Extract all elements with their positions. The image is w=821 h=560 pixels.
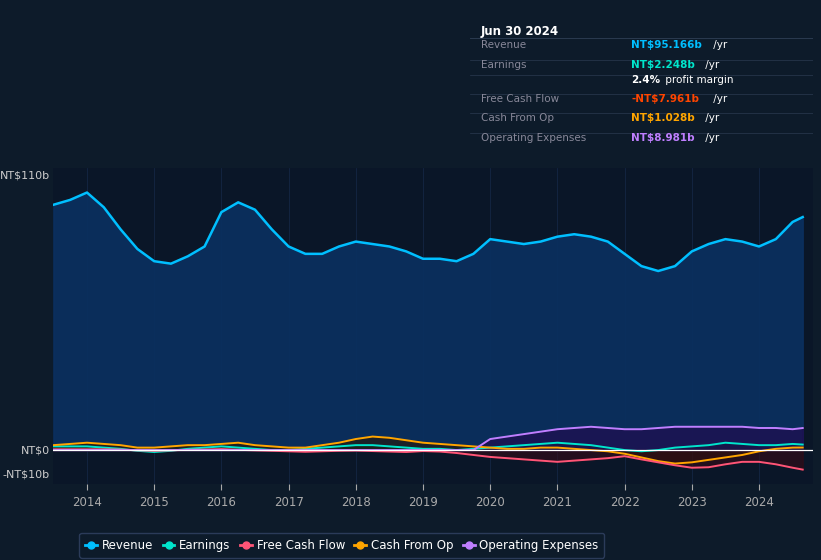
Text: NT$2.248b: NT$2.248b [631,60,695,70]
Text: /yr: /yr [710,94,727,104]
Text: NT$1.028b: NT$1.028b [631,113,695,123]
Text: profit margin: profit margin [663,76,734,85]
Text: Revenue: Revenue [481,40,525,50]
Text: NT$8.981b: NT$8.981b [631,133,695,143]
Text: /yr: /yr [702,113,719,123]
Text: Free Cash Flow: Free Cash Flow [481,94,559,104]
Text: /yr: /yr [702,60,719,70]
Text: Cash From Op: Cash From Op [481,113,553,123]
Text: -NT$7.961b: -NT$7.961b [631,94,699,104]
Text: Earnings: Earnings [481,60,526,70]
Text: /yr: /yr [702,133,719,143]
Text: NT$110b: NT$110b [0,170,49,180]
Text: 2.4%: 2.4% [631,76,660,85]
Text: Operating Expenses: Operating Expenses [481,133,586,143]
Text: /yr: /yr [710,40,727,50]
Text: NT$95.166b: NT$95.166b [631,40,702,50]
Text: Jun 30 2024: Jun 30 2024 [481,25,559,38]
Legend: Revenue, Earnings, Free Cash Flow, Cash From Op, Operating Expenses: Revenue, Earnings, Free Cash Flow, Cash … [80,533,604,558]
Text: -NT$10b: -NT$10b [2,470,49,479]
Text: NT$0: NT$0 [21,445,49,455]
